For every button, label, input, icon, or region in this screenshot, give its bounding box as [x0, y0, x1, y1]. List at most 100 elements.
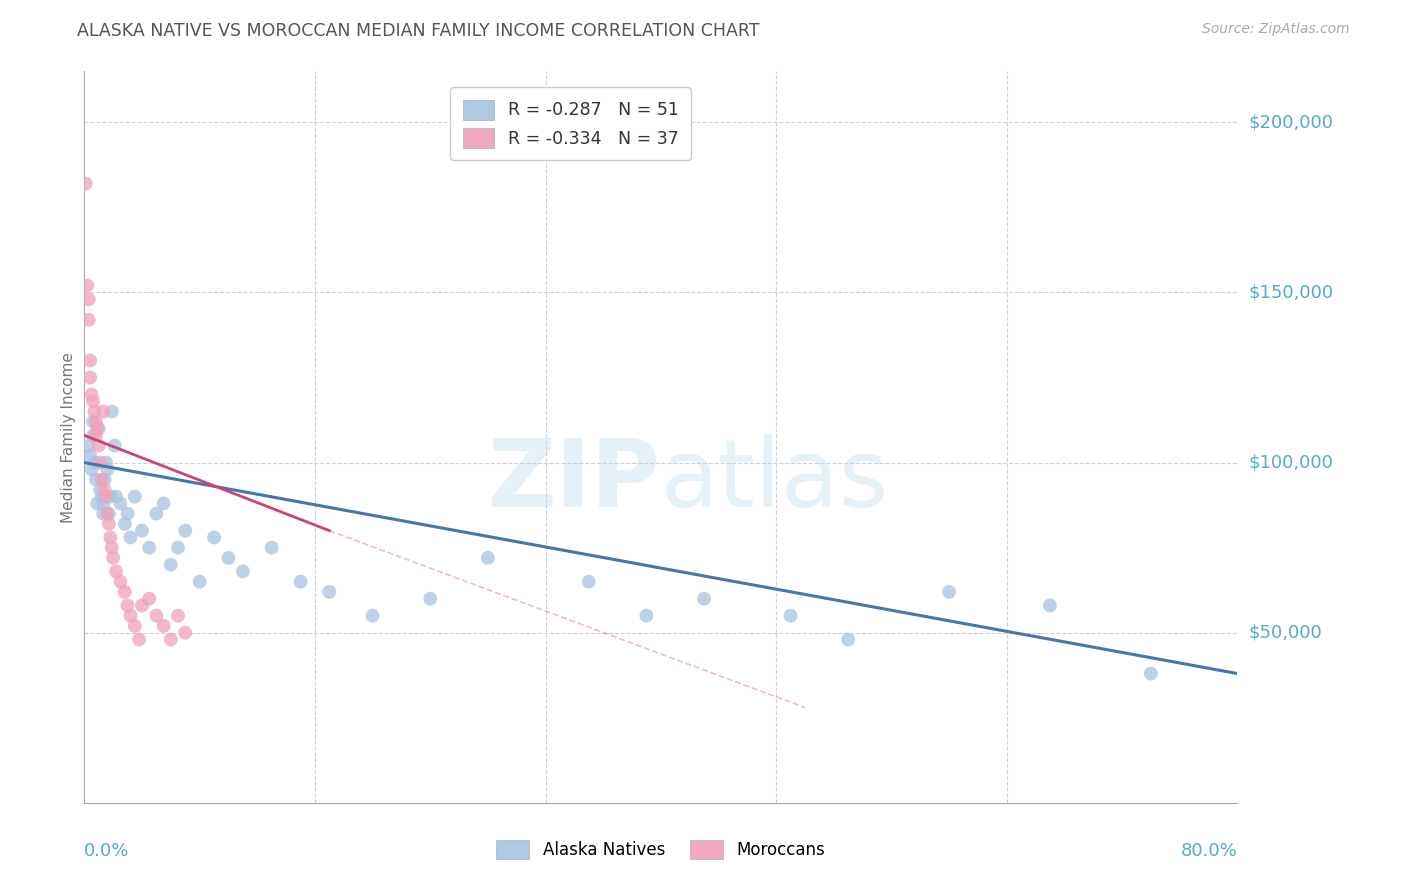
- Point: [167, 541, 190, 555]
- Point: [419, 591, 441, 606]
- Point: [693, 591, 716, 606]
- Point: [84, 415, 107, 429]
- Point: [77, 312, 100, 326]
- Text: 0.0%: 0.0%: [84, 842, 129, 860]
- Y-axis label: Median Family Income: Median Family Income: [60, 351, 76, 523]
- Point: [90, 490, 112, 504]
- Point: [105, 565, 128, 579]
- Point: [82, 394, 104, 409]
- Point: [131, 599, 153, 613]
- Point: [477, 550, 499, 565]
- Point: [188, 574, 211, 589]
- Point: [117, 507, 139, 521]
- Point: [86, 421, 108, 435]
- Point: [100, 541, 122, 555]
- Point: [94, 456, 117, 470]
- Point: [145, 507, 167, 521]
- Point: [138, 591, 160, 606]
- Point: [361, 608, 384, 623]
- Text: Source: ZipAtlas.com: Source: ZipAtlas.com: [1202, 22, 1350, 37]
- Point: [100, 404, 122, 418]
- Point: [232, 565, 254, 579]
- Point: [174, 625, 197, 640]
- Point: [104, 439, 127, 453]
- Text: atlas: atlas: [661, 435, 889, 527]
- Point: [89, 483, 111, 497]
- Point: [578, 574, 600, 589]
- Point: [87, 421, 110, 435]
- Point: [174, 524, 197, 538]
- Point: [83, 404, 105, 418]
- Point: [98, 531, 121, 545]
- Text: $200,000: $200,000: [1249, 113, 1333, 131]
- Point: [91, 496, 114, 510]
- Point: [79, 449, 101, 463]
- Point: [167, 608, 190, 623]
- Point: [105, 490, 128, 504]
- Point: [96, 507, 118, 521]
- Point: [82, 428, 104, 442]
- Point: [160, 558, 183, 572]
- Point: [1039, 599, 1062, 613]
- Point: [93, 483, 115, 497]
- Point: [124, 490, 146, 504]
- Point: [202, 531, 225, 545]
- Point: [1140, 666, 1163, 681]
- Point: [89, 456, 111, 470]
- Point: [76, 278, 98, 293]
- Point: [77, 439, 100, 453]
- Point: [152, 619, 174, 633]
- Point: [114, 516, 136, 531]
- Point: [84, 473, 107, 487]
- Point: [120, 531, 142, 545]
- Point: [131, 524, 153, 538]
- Point: [160, 632, 183, 647]
- Point: [636, 608, 658, 623]
- Point: [114, 585, 136, 599]
- Point: [82, 415, 104, 429]
- Point: [260, 541, 283, 555]
- Point: [83, 456, 105, 470]
- Point: [938, 585, 960, 599]
- Point: [91, 507, 114, 521]
- Point: [97, 516, 120, 531]
- Point: [152, 496, 174, 510]
- Legend: Alaska Natives, Moroccans: Alaska Natives, Moroccans: [488, 831, 834, 868]
- Point: [96, 462, 118, 476]
- Point: [110, 574, 132, 589]
- Point: [290, 574, 312, 589]
- Point: [80, 387, 103, 401]
- Point: [87, 439, 110, 453]
- Point: [80, 462, 103, 476]
- Text: ALASKA NATIVE VS MOROCCAN MEDIAN FAMILY INCOME CORRELATION CHART: ALASKA NATIVE VS MOROCCAN MEDIAN FAMILY …: [77, 22, 759, 40]
- Point: [86, 496, 108, 510]
- Point: [75, 177, 97, 191]
- Point: [103, 550, 124, 565]
- Text: $100,000: $100,000: [1249, 454, 1333, 472]
- Point: [318, 585, 340, 599]
- Point: [90, 473, 112, 487]
- Point: [93, 473, 115, 487]
- Point: [79, 370, 101, 384]
- Point: [94, 490, 117, 504]
- Point: [117, 599, 139, 613]
- Point: [110, 496, 132, 510]
- Point: [779, 608, 801, 623]
- Point: [128, 632, 150, 647]
- Point: [98, 490, 121, 504]
- Point: [77, 293, 100, 307]
- Text: ZIP: ZIP: [488, 435, 661, 527]
- Text: $150,000: $150,000: [1249, 284, 1333, 301]
- Point: [145, 608, 167, 623]
- Text: $50,000: $50,000: [1249, 624, 1322, 641]
- Point: [837, 632, 859, 647]
- Point: [97, 507, 120, 521]
- Point: [91, 404, 114, 418]
- Point: [138, 541, 160, 555]
- Point: [124, 619, 146, 633]
- Point: [79, 353, 101, 368]
- Point: [218, 550, 240, 565]
- Point: [84, 428, 107, 442]
- Text: 80.0%: 80.0%: [1181, 842, 1237, 860]
- Point: [120, 608, 142, 623]
